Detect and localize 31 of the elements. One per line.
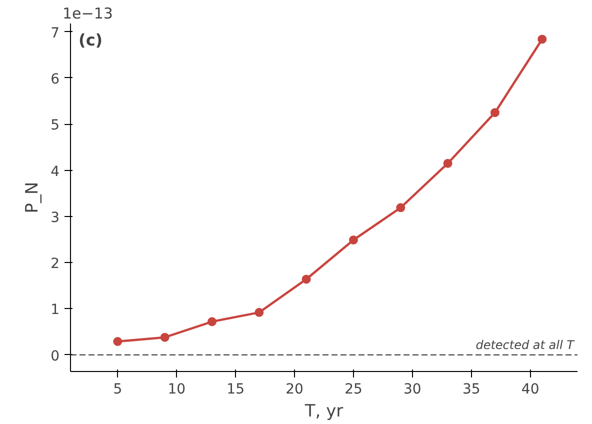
y-tick-label: 4 <box>50 164 60 180</box>
point <box>490 108 500 118</box>
x-tick-label: 15 <box>226 382 244 398</box>
point <box>113 337 122 346</box>
text: (c) <box>78 30 103 50</box>
y-tick-label: 3 <box>50 210 60 226</box>
y-tick-label: 2 <box>50 256 60 272</box>
point <box>443 158 452 168</box>
x-tick-label: 20 <box>286 382 304 398</box>
x-tick-label: 10 <box>168 382 186 398</box>
y-tick-label: 5 <box>50 118 60 134</box>
x-axis-title: T, yr <box>304 402 344 422</box>
point <box>302 274 311 284</box>
y-axis-title: P_N <box>22 182 43 214</box>
text: 1e−13 <box>62 4 113 22</box>
x-tick-label: 30 <box>404 382 422 398</box>
x-tick-label: 35 <box>462 382 480 398</box>
ref-line-label: detected at all T <box>476 338 576 352</box>
point <box>538 34 547 44</box>
x-tick-label: 25 <box>344 382 362 398</box>
point <box>207 317 216 326</box>
y-tick-label: 7 <box>50 25 60 42</box>
y-tick-label: 0 <box>50 348 60 364</box>
point <box>396 203 406 212</box>
y-tick-label: 6 <box>50 71 60 88</box>
y-tick-label: 1 <box>50 302 60 318</box>
x-tick-label: 5 <box>113 382 122 398</box>
point <box>348 235 358 244</box>
point <box>254 308 264 317</box>
point <box>160 332 170 342</box>
x-tick-label: 40 <box>521 382 540 398</box>
